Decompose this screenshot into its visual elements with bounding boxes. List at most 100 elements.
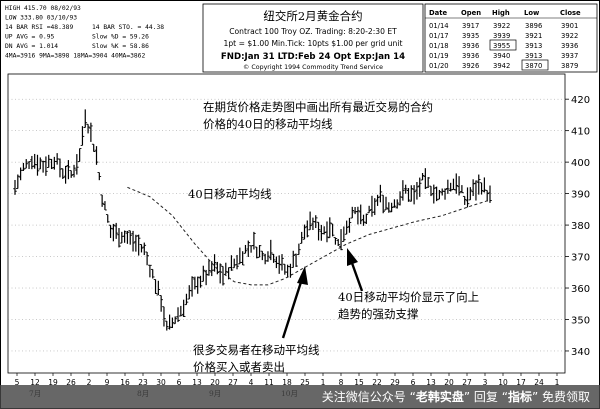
price-bar xyxy=(333,237,338,245)
quote-header: Date xyxy=(429,9,447,17)
x-tick-label: 11 xyxy=(264,378,274,387)
x-tick-label: 6 xyxy=(177,378,182,387)
price-bar xyxy=(451,178,456,190)
price-bar xyxy=(49,158,54,170)
price-bar xyxy=(299,231,304,244)
x-tick-label: 13 xyxy=(426,378,436,387)
copyright-text: © Copyright 1994 Commodity Trend Service xyxy=(243,63,383,71)
x-tick-label: 8 xyxy=(339,378,344,387)
quote-cell: 3935 xyxy=(462,32,479,40)
quote-cell: 3901 xyxy=(561,22,578,30)
plot-area xyxy=(7,73,566,374)
price-bar xyxy=(13,179,17,195)
x-tick-label: 17 xyxy=(516,378,526,387)
price-bar xyxy=(277,255,282,274)
footer-suffix: 免费领取 xyxy=(541,390,590,404)
footer-middle: 回复 xyxy=(473,390,498,404)
price-bar xyxy=(457,176,461,196)
price-bar xyxy=(291,250,296,268)
y-tick-label: 400 xyxy=(571,158,590,169)
quote-cell: 01/17 xyxy=(429,32,449,40)
price-bar xyxy=(426,177,430,188)
price-bar xyxy=(173,316,178,325)
price-bar xyxy=(204,269,208,286)
price-bar xyxy=(401,180,405,201)
price-bar xyxy=(488,185,492,203)
stat-left-row: HIGH 415.70 08/02/93 xyxy=(5,5,81,12)
quote-highlight-box xyxy=(521,59,549,71)
stats-panel-middle: 14 BAR STO. = 44.38 Slow %D = 59.26 Slow %… xyxy=(92,24,164,50)
quote-header: Close xyxy=(560,9,581,17)
price-bar xyxy=(170,317,175,329)
x-tick-label: 2 xyxy=(87,378,92,387)
x-tick-label: 5 xyxy=(15,378,20,387)
contract-line-3: FND:Jan 31 LTD:Feb 24 Opt Exp:Jan 14 xyxy=(221,52,405,62)
price-bar xyxy=(162,306,166,327)
price-bar xyxy=(446,179,450,194)
stats-panel-left: HIGH 415.70 08/02/93 LOW 333.80 03/10/93 1… xyxy=(5,5,145,60)
price-bar xyxy=(91,143,96,152)
price-bar xyxy=(350,206,355,219)
arrow-support-head xyxy=(347,248,358,266)
quote-cell: 3939 xyxy=(493,32,510,40)
price-bar xyxy=(108,224,113,238)
quote-cell: 3879 xyxy=(561,62,578,70)
price-bar xyxy=(60,168,65,179)
price-bar xyxy=(485,189,489,202)
price-bar xyxy=(184,293,189,306)
annotation-support: 40日移动平均价显示了向上趋势的强劲支撑 xyxy=(338,290,479,321)
quote-cell: 01/14 xyxy=(429,22,449,30)
price-bar xyxy=(437,189,442,200)
x-tick-label: 4 xyxy=(249,378,254,387)
price-bar xyxy=(16,174,20,190)
price-bar xyxy=(361,214,366,226)
price-bar xyxy=(77,148,82,163)
price-bar xyxy=(150,268,155,279)
price-bar xyxy=(479,182,484,195)
price-bar xyxy=(336,238,341,247)
price-bar xyxy=(367,205,371,214)
x-tick-label: 15 xyxy=(354,378,364,387)
moving-average-line xyxy=(127,186,491,286)
quote-cell: 3870 xyxy=(525,62,542,70)
stat-left-row: 14 BAR RSI =48.389 xyxy=(5,24,73,31)
price-bar xyxy=(156,280,161,296)
price-bar xyxy=(356,206,360,225)
price-bar xyxy=(471,179,475,197)
price-bar xyxy=(476,174,481,195)
price-bar xyxy=(103,201,107,211)
quote-cell: 3913 xyxy=(525,42,542,50)
arrow-buy-sell-head xyxy=(297,266,308,285)
quote-cell: 3955 xyxy=(493,42,510,50)
x-tick-label: 3 xyxy=(483,378,488,387)
contract-line-1: Contract 100 Troy OZ. Trading: 8:20-2:30… xyxy=(229,27,397,36)
x-tick-label: 24 xyxy=(534,378,544,387)
footer-prefix: 关注微信公众号 xyxy=(321,390,406,404)
price-bar xyxy=(420,172,425,181)
price-bar xyxy=(105,214,110,223)
price-bar xyxy=(448,182,453,192)
price-bar xyxy=(423,168,428,190)
price-bar xyxy=(260,250,265,261)
x-tick-label: 26 xyxy=(66,378,76,387)
price-bar xyxy=(201,265,206,282)
quote-cell: 3940 xyxy=(493,52,510,60)
price-bar xyxy=(181,299,186,317)
arrow-buy-sell xyxy=(281,281,303,339)
price-bar xyxy=(308,211,312,231)
x-tick-label: 1 xyxy=(321,378,326,387)
x-tick-label: 18 xyxy=(282,378,292,387)
y-tick-label: 380 xyxy=(571,221,590,232)
annotation-ma-label: 40日移动平均线 xyxy=(188,187,272,201)
price-bar xyxy=(134,234,138,252)
price-bar xyxy=(364,213,369,225)
stat-left-row: LOW 333.80 03/10/93 xyxy=(5,15,77,22)
x-tick-label: 16 xyxy=(120,378,130,387)
price-bar xyxy=(114,222,118,239)
price-bar xyxy=(330,223,335,237)
price-bar xyxy=(159,295,163,312)
price-bar xyxy=(387,202,391,213)
price-bar xyxy=(246,240,251,258)
price-bar xyxy=(179,305,183,317)
